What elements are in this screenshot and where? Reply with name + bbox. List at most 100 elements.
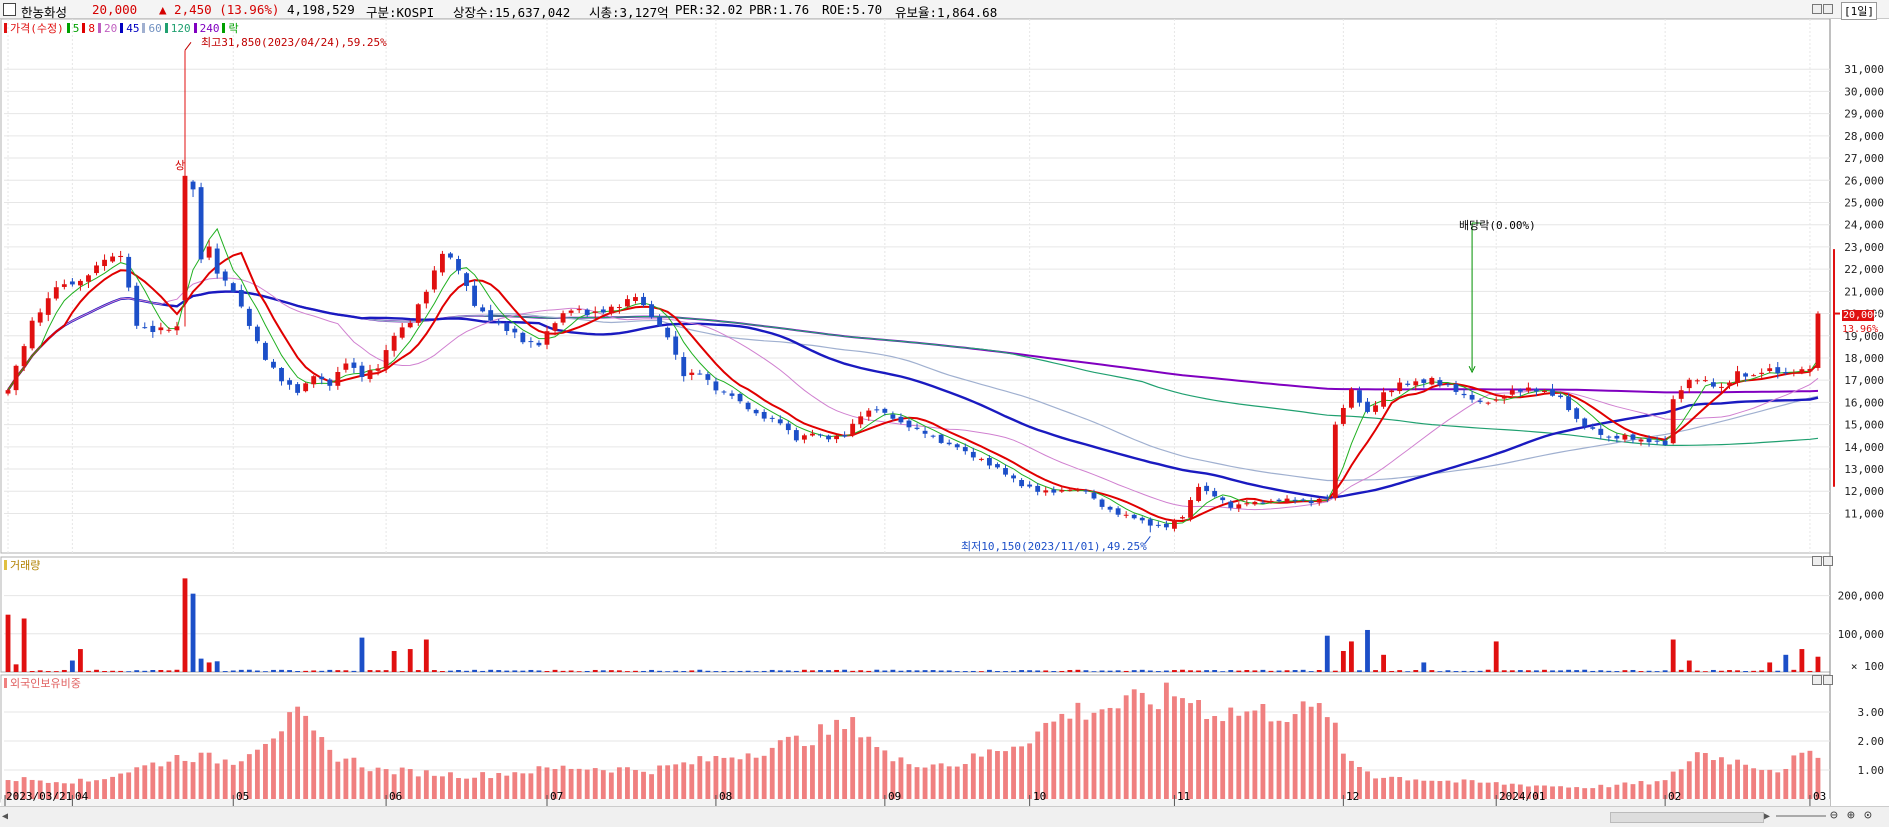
candle-body: [327, 379, 333, 386]
foreign-bar: [1614, 784, 1620, 799]
volume-bar: [1300, 669, 1306, 672]
foreign-bar: [488, 778, 494, 799]
volume-bar: [1759, 670, 1765, 672]
close-volume-panel-button[interactable]: [1823, 556, 1833, 566]
candle-body: [1340, 408, 1346, 424]
volume-bar: [311, 670, 317, 672]
foreign-bar: [745, 753, 751, 799]
zoom-out-icon[interactable]: ⊖: [1830, 808, 1838, 823]
volume-bar: [1155, 671, 1161, 672]
volume-bar: [1115, 670, 1121, 672]
volume-bar: [1003, 671, 1008, 672]
zoom-in-icon[interactable]: ⊕: [1847, 808, 1855, 823]
foreign-bar: [1236, 715, 1242, 799]
candle-body: [1196, 486, 1201, 501]
foreign-bar: [1147, 704, 1153, 799]
candle-body: [415, 304, 421, 323]
volume-bar: [1574, 670, 1580, 672]
volume-bar: [906, 670, 912, 672]
foreign-bar: [1397, 777, 1403, 799]
foreign-bar: [1252, 710, 1258, 799]
select-checkbox[interactable]: [3, 3, 16, 16]
candle-body: [625, 299, 630, 307]
foreign-bar: [1067, 718, 1073, 799]
volume-bar: [118, 670, 124, 672]
candle-body: [560, 313, 566, 323]
candle-body: [657, 317, 663, 326]
candle-body: [954, 444, 960, 448]
foreign-bar: [1051, 721, 1057, 799]
minimize-foreign-panel-button[interactable]: [1812, 675, 1822, 685]
volume-bar: [1292, 670, 1298, 672]
candle-body: [1606, 436, 1612, 438]
candle-body: [608, 306, 614, 314]
foreign-bar: [134, 767, 140, 799]
close-price-panel-button[interactable]: [1823, 4, 1833, 14]
foreign-bar: [423, 770, 429, 799]
candle-body: [1694, 380, 1700, 382]
foreign-tick-label: 1.00: [1858, 764, 1885, 777]
zoom-reset-icon[interactable]: ⊙: [1864, 808, 1872, 823]
volume-bar: [1268, 670, 1274, 672]
foreign-bar: [287, 712, 292, 799]
price-tick-label: 28,000: [1844, 130, 1884, 143]
volume-bar: [1735, 670, 1740, 672]
current-price-tag: 20,000: [1842, 310, 1880, 321]
candle-body: [1067, 489, 1073, 491]
foreign-bar: [1003, 751, 1008, 799]
candle-body: [1662, 440, 1668, 446]
ma5-label: 5: [72, 21, 80, 35]
candle-body: [1582, 418, 1588, 427]
foreign-bar: [1702, 753, 1708, 799]
price-tick-label: 19,000: [1844, 330, 1884, 343]
candle-body: [737, 393, 743, 402]
scroll-left-icon[interactable]: ◀: [2, 811, 9, 822]
foreign-bar: [198, 752, 204, 799]
ma5-line: [7, 227, 1819, 525]
volume-bar: [303, 670, 309, 672]
candle-body: [1035, 485, 1041, 492]
foreign-bar: [182, 760, 188, 799]
volume-bar: [1445, 670, 1451, 672]
zoom-slider[interactable]: [1776, 815, 1826, 817]
foreign-bar: [649, 774, 654, 799]
candle-body: [544, 331, 550, 345]
price-tick-label: 23,000: [1844, 241, 1884, 254]
candle-body: [1501, 396, 1507, 399]
candle-body: [110, 256, 116, 262]
candle-body: [761, 411, 767, 419]
foreign-bar: [785, 736, 791, 799]
candle-body: [697, 373, 703, 375]
candle-body: [1654, 440, 1660, 442]
candle-body: [118, 255, 124, 258]
candle-body: [649, 304, 654, 318]
volume-unit-label: × 100: [1851, 660, 1884, 673]
foreign-bar: [1783, 768, 1789, 799]
candle-body: [448, 253, 453, 258]
candle-body: [1630, 434, 1636, 440]
minimize-volume-panel-button[interactable]: [1812, 556, 1822, 566]
candle-body: [1332, 424, 1338, 498]
period-selector[interactable]: [1일]: [1841, 2, 1877, 20]
candle-body: [391, 335, 397, 351]
volume-bar: [246, 669, 252, 672]
volume-bar: [616, 670, 622, 672]
foreign-bar: [1453, 782, 1459, 799]
volume-bar: [174, 669, 180, 672]
foreign-bar: [472, 777, 478, 799]
close-foreign-panel-button[interactable]: [1823, 675, 1833, 685]
foreign-bar: [69, 783, 75, 799]
volume-bar: [568, 670, 574, 672]
foreign-bar: [1485, 782, 1491, 799]
volume-bar: [166, 670, 172, 672]
foreign-bar: [625, 767, 630, 799]
price-swatch: [4, 23, 7, 33]
minimize-price-panel-button[interactable]: [1812, 4, 1822, 14]
scroll-thumb[interactable]: [1610, 812, 1764, 823]
foreign-bar: [214, 763, 220, 799]
volume-bar: [134, 670, 140, 672]
scroll-right-icon[interactable]: ▶: [1764, 811, 1771, 822]
candle-body: [94, 265, 99, 274]
candle-body: [45, 298, 51, 315]
ma240-label: 240: [199, 21, 220, 35]
